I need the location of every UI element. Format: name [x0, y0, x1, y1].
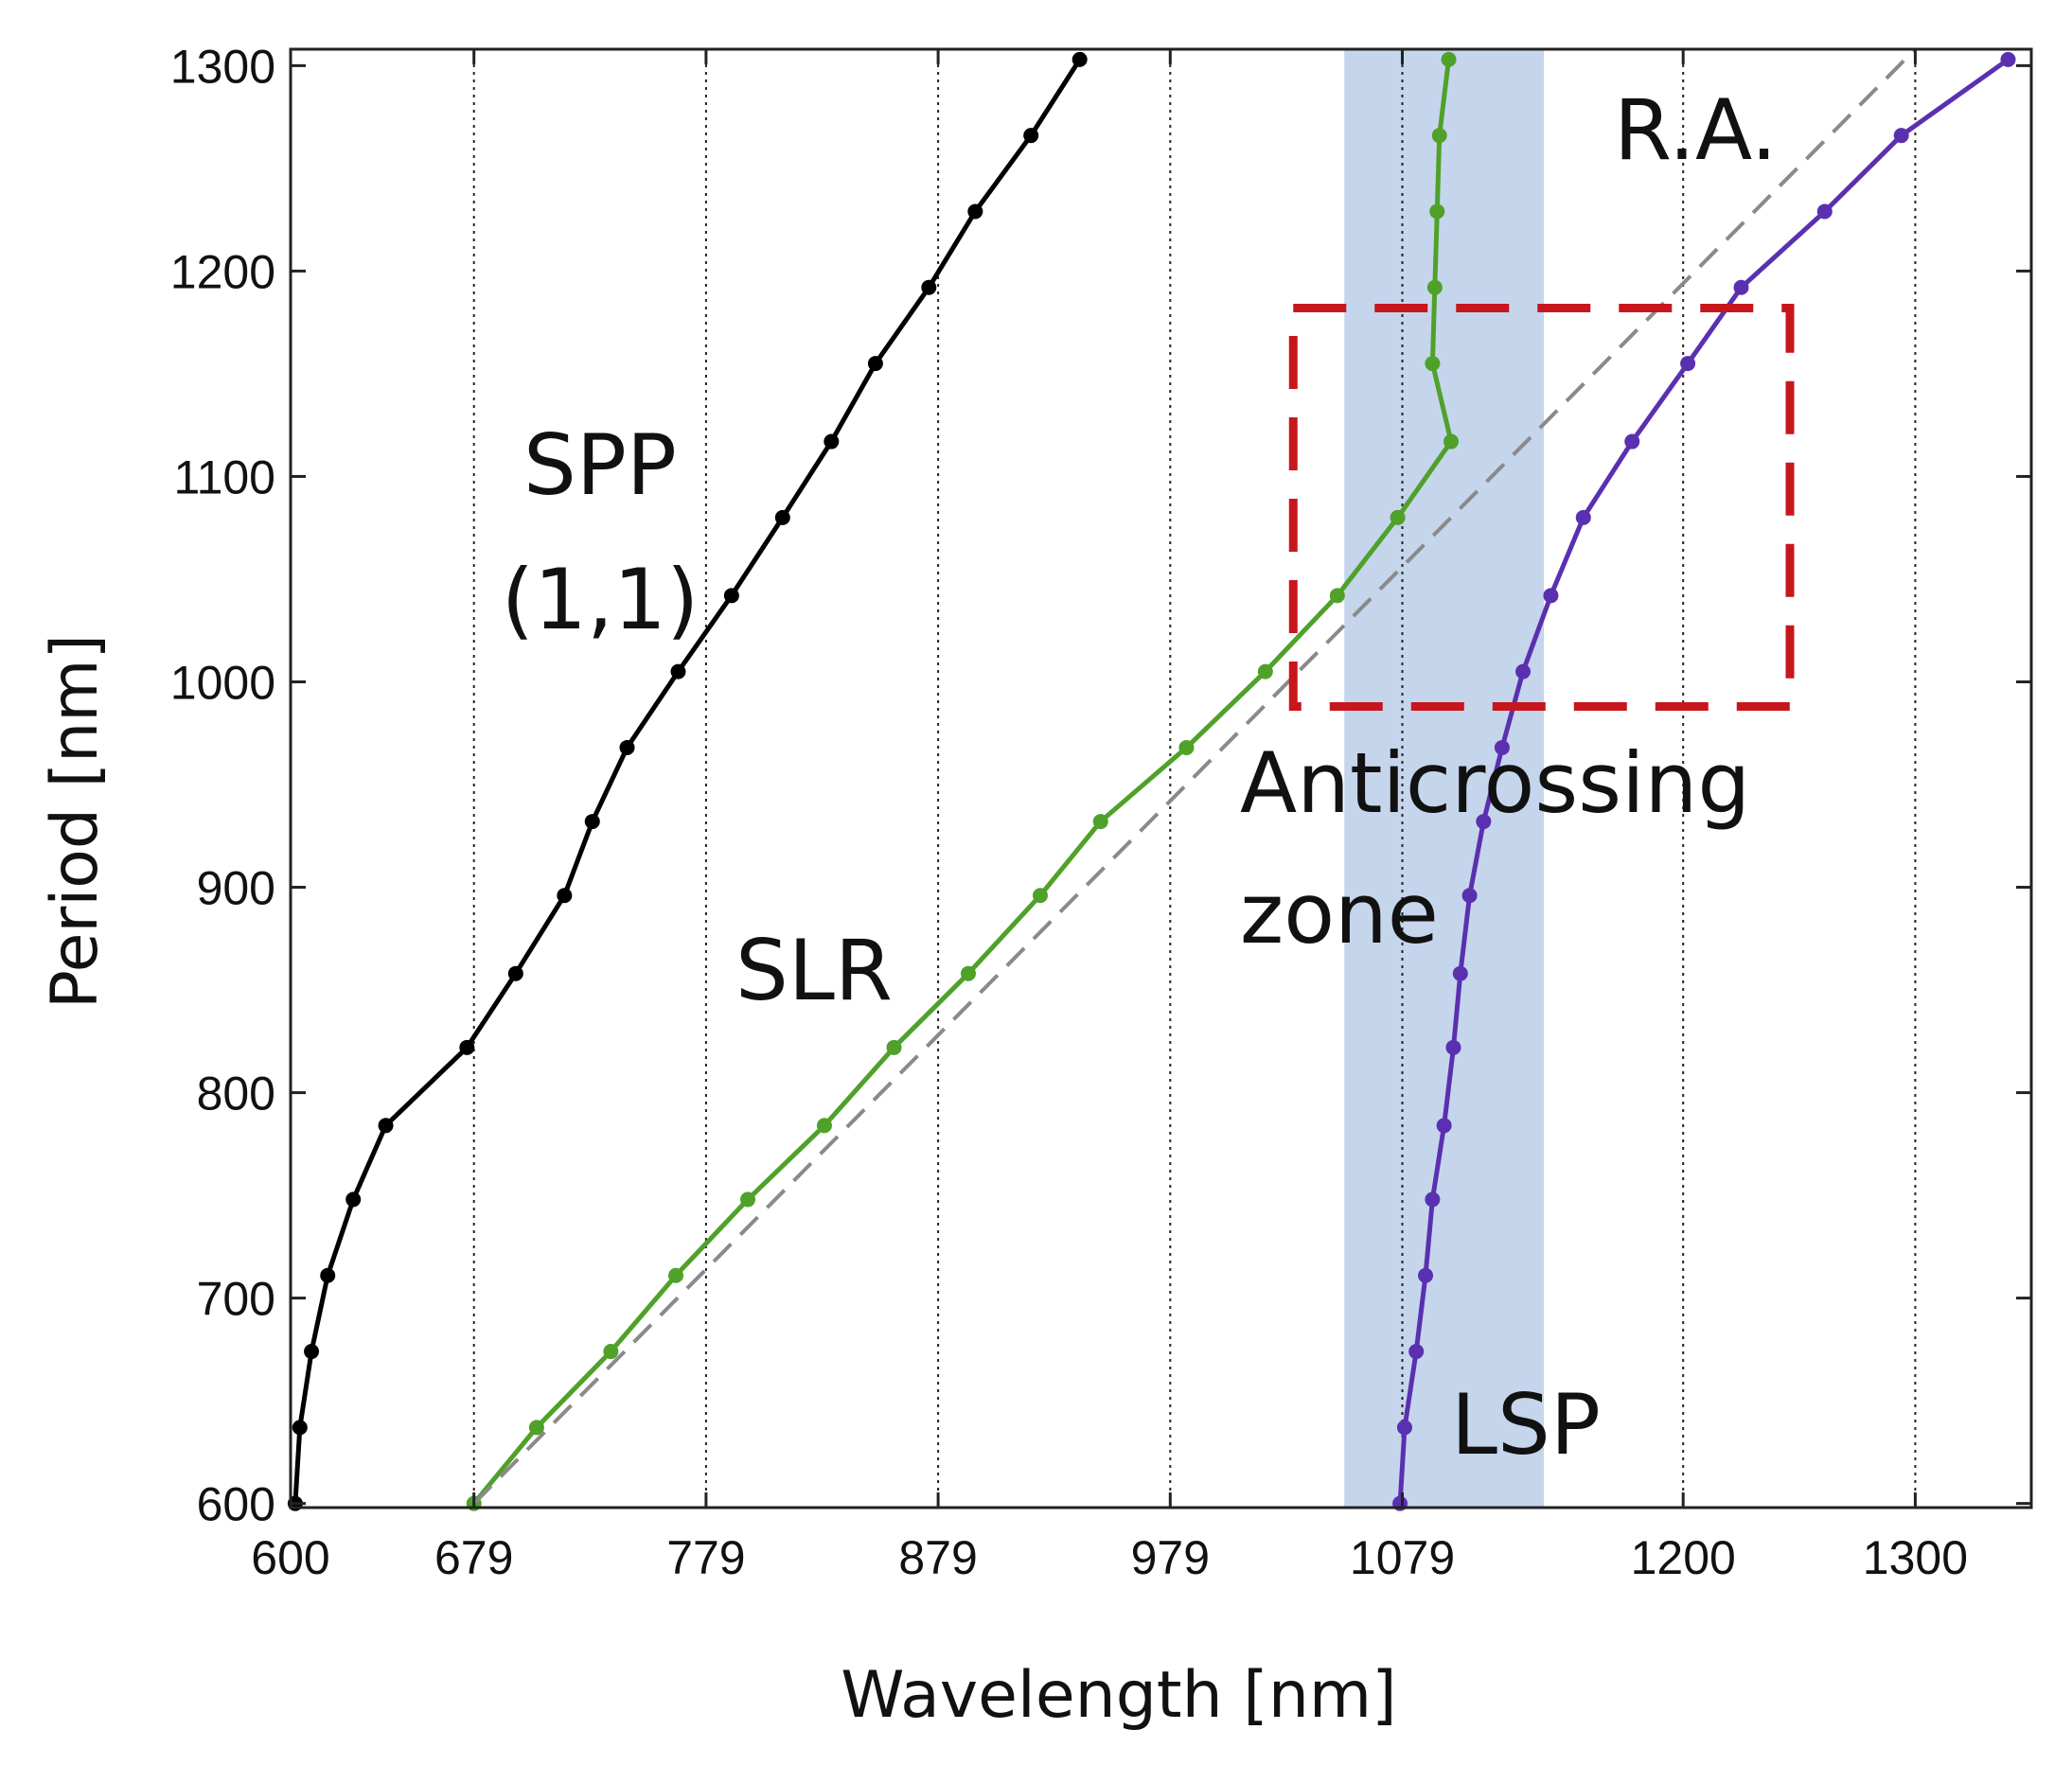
point-spp-1-1-16	[921, 279, 937, 295]
point-slr-14	[1443, 433, 1459, 450]
point-lsp-5	[1436, 1118, 1452, 1134]
point-spp-1-1-9	[584, 814, 600, 830]
point-lsp-17	[1816, 203, 1833, 220]
point-slr-15	[1425, 356, 1441, 372]
point-spp-1-1-6	[459, 1039, 475, 1055]
point-slr-19	[1441, 51, 1457, 67]
point-slr-9	[1092, 814, 1108, 830]
anticrossing-label-line1: Anticrossing	[1240, 734, 1750, 832]
point-lsp-18	[1893, 128, 1909, 144]
y-tick-label-1000: 1000	[170, 656, 275, 709]
plot-frame	[289, 47, 2033, 1509]
series-line-spp-1-1	[292, 58, 1082, 1504]
point-slr-2	[603, 1344, 619, 1360]
point-lsp-10	[1494, 739, 1510, 755]
point-slr-13	[1390, 509, 1406, 525]
point-spp-1-1-10	[619, 739, 635, 755]
point-spp-1-1-2	[304, 1344, 320, 1360]
point-lsp-11	[1515, 663, 1532, 680]
lsp-label: LSP	[1451, 1376, 1601, 1474]
point-spp-1-1-17	[967, 203, 983, 220]
point-lsp-3	[1418, 1267, 1434, 1283]
y-tick-label-600: 600	[197, 1478, 275, 1531]
y-tick-label-1100: 1100	[173, 450, 275, 503]
point-spp-1-1-18	[1023, 128, 1039, 144]
point-slr-18	[1431, 128, 1447, 144]
x-tick-label-879: 879	[898, 1531, 977, 1584]
point-slr-6	[886, 1039, 902, 1055]
point-slr-7	[960, 965, 976, 981]
point-spp-1-1-11	[670, 663, 686, 680]
spp-label-line2: (1,1)	[502, 551, 700, 648]
point-lsp-15	[1680, 356, 1696, 372]
point-lsp-16	[1733, 279, 1749, 295]
point-lsp-1	[1396, 1420, 1412, 1436]
point-spp-1-1-1	[292, 1420, 308, 1436]
point-lsp-8	[1461, 888, 1478, 904]
point-spp-1-1-8	[557, 888, 573, 904]
tick-labels: 600 679 779 879 979 1079 1200 1300 600 700 800 900 1…	[170, 40, 1968, 1584]
point-lsp-9	[1476, 814, 1492, 830]
y-tick-label-800: 800	[197, 1068, 275, 1121]
point-lsp-4	[1425, 1191, 1441, 1208]
point-slr-1	[528, 1420, 544, 1436]
point-slr-12	[1329, 588, 1345, 604]
series-line-slr	[471, 59, 1454, 1506]
y-tick-label-900: 900	[197, 862, 275, 915]
y-tick-label-700: 700	[197, 1273, 275, 1326]
axis-ticks	[289, 49, 2031, 1508]
point-lsp-19	[2000, 51, 2016, 67]
series-line-r-a	[472, 47, 1917, 1506]
point-slr-3	[668, 1267, 684, 1283]
point-lsp-7	[1452, 965, 1468, 981]
series-layer	[287, 47, 2016, 1511]
point-spp-1-1-7	[507, 965, 523, 981]
point-spp-1-1-12	[723, 588, 739, 604]
x-tick-label-1300: 1300	[1863, 1531, 1968, 1584]
point-spp-1-1-3	[320, 1267, 336, 1283]
point-lsp-14	[1624, 433, 1640, 450]
point-lsp-12	[1543, 588, 1559, 604]
x-tick-label-679: 679	[434, 1531, 513, 1584]
point-slr-17	[1429, 203, 1445, 220]
point-slr-11	[1257, 663, 1273, 680]
point-spp-1-1-5	[378, 1118, 394, 1134]
y-tick-label-1300: 1300	[170, 40, 275, 93]
anticrossing-label-line2: zone	[1240, 865, 1439, 962]
point-spp-1-1-15	[867, 356, 883, 372]
series-line-lsp	[1397, 57, 2010, 1504]
anticrossing-zone-box	[1288, 303, 1795, 712]
point-spp-1-1-19	[1071, 51, 1088, 67]
x-tick-label-1079: 1079	[1350, 1531, 1455, 1584]
x-tick-label-1200: 1200	[1631, 1531, 1736, 1584]
lsp-shaded-band	[1344, 49, 1545, 1508]
x-tick-label-779: 779	[666, 1531, 745, 1584]
point-lsp-6	[1445, 1039, 1461, 1055]
x-axis-title: Wavelength [nm]	[841, 1658, 1396, 1733]
point-spp-1-1-4	[345, 1191, 362, 1208]
point-spp-1-1-13	[774, 509, 790, 525]
point-slr-8	[1032, 888, 1048, 904]
slr-label: SLR	[735, 922, 893, 1019]
point-slr-5	[816, 1118, 832, 1134]
y-axis-title: Period [nm]	[38, 634, 113, 1009]
x-tick-label-600: 600	[251, 1531, 329, 1584]
y-tick-label-1200: 1200	[170, 245, 275, 298]
ra-label: R.A.	[1614, 81, 1778, 179]
point-slr-10	[1178, 739, 1195, 755]
point-slr-4	[740, 1191, 756, 1208]
point-lsp-2	[1408, 1344, 1425, 1360]
x-tick-label-979: 979	[1131, 1531, 1210, 1584]
spp-label-line1: SPP	[523, 416, 677, 514]
point-lsp-13	[1575, 509, 1591, 525]
point-slr-16	[1426, 279, 1443, 295]
point-spp-1-1-14	[823, 433, 840, 450]
